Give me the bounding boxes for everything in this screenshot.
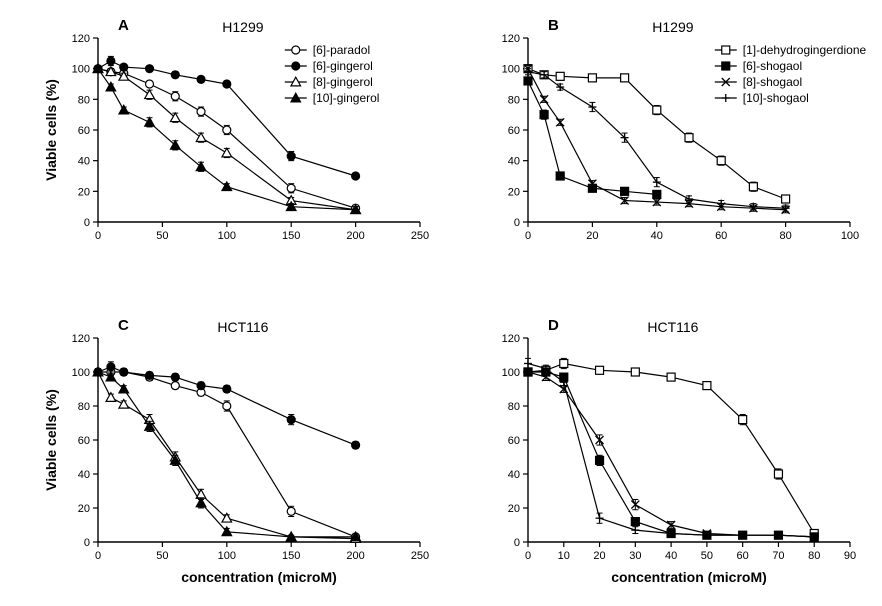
svg-text:0: 0 bbox=[95, 550, 101, 562]
x-axis-label: concentration (microM) bbox=[611, 569, 767, 585]
svg-text:30: 30 bbox=[629, 550, 641, 562]
svg-text:100: 100 bbox=[502, 64, 520, 76]
svg-text:70: 70 bbox=[772, 550, 784, 562]
panel-C-svg: 0 50 100 150 200 250 0 20 40 60 80 100 120 C HCT116 Via… bbox=[40, 310, 440, 590]
panel-title: HCT116 bbox=[647, 319, 698, 335]
svg-text:80: 80 bbox=[508, 94, 520, 106]
svg-text:60: 60 bbox=[715, 230, 727, 242]
svg-text:120: 120 bbox=[502, 333, 520, 345]
svg-text:120: 120 bbox=[502, 33, 520, 45]
panel-D: 0 10 20 30 40 50 60 70 80 90 0 20 40 60 80 100 120 bbox=[470, 310, 870, 590]
svg-text:20: 20 bbox=[508, 186, 520, 198]
svg-text:100: 100 bbox=[218, 230, 236, 242]
panel-title: H1299 bbox=[652, 19, 693, 35]
svg-text:150: 150 bbox=[282, 230, 300, 242]
svg-text:200: 200 bbox=[346, 550, 364, 562]
svg-text:[8]-shogaol: [8]-shogaol bbox=[743, 75, 802, 89]
x-axis-label: concentration (microM) bbox=[181, 569, 337, 585]
svg-text:0: 0 bbox=[84, 217, 90, 229]
panel-A: 0 50 100 150 200 250 0 20 40 60 80 100 120 A H1299 [6]-… bbox=[40, 10, 440, 270]
svg-text:0: 0 bbox=[525, 230, 531, 242]
svg-text:20: 20 bbox=[508, 503, 520, 515]
panel-B: 0 20 40 60 80 100 0 20 40 60 80 100 120 bbox=[470, 10, 870, 270]
panel-C: 0 50 100 150 200 250 0 20 40 60 80 100 120 C HCT116 Via… bbox=[40, 310, 440, 590]
panel-B-svg: 0 20 40 60 80 100 0 20 40 60 80 100 120 bbox=[470, 10, 870, 270]
figure-root: 050100150200250020406080100120AH1299[6]-… bbox=[0, 0, 882, 606]
svg-text:60: 60 bbox=[508, 125, 520, 137]
svg-text:40: 40 bbox=[651, 230, 663, 242]
svg-text:40: 40 bbox=[78, 469, 90, 481]
svg-text:40: 40 bbox=[78, 156, 90, 168]
svg-text:60: 60 bbox=[508, 435, 520, 447]
svg-text:80: 80 bbox=[779, 230, 791, 242]
svg-text:20: 20 bbox=[593, 550, 605, 562]
svg-text:100: 100 bbox=[218, 550, 236, 562]
svg-text:100: 100 bbox=[502, 367, 520, 379]
panel-letter: D bbox=[548, 317, 559, 334]
svg-text:80: 80 bbox=[78, 401, 90, 413]
svg-text:40: 40 bbox=[508, 469, 520, 481]
panel-letter: B bbox=[548, 17, 559, 34]
svg-text:60: 60 bbox=[78, 125, 90, 137]
svg-text:0: 0 bbox=[95, 230, 101, 242]
svg-text:50: 50 bbox=[156, 230, 168, 242]
svg-text:[1]-dehydrogingerdione: [1]-dehydrogingerdione bbox=[743, 43, 867, 57]
y-axis-label: Viable cells (%) bbox=[43, 389, 59, 491]
svg-text:[10]-gingerol: [10]-gingerol bbox=[313, 91, 380, 105]
panel-letter: A bbox=[118, 17, 129, 34]
svg-text:40: 40 bbox=[665, 550, 677, 562]
svg-text:120: 120 bbox=[72, 333, 90, 345]
svg-text:10: 10 bbox=[558, 550, 570, 562]
svg-text:[6]-paradol: [6]-paradol bbox=[313, 43, 370, 57]
panel-title: H1299 bbox=[222, 19, 263, 35]
svg-text:100: 100 bbox=[841, 230, 859, 242]
svg-text:50: 50 bbox=[701, 550, 713, 562]
svg-text:0: 0 bbox=[525, 550, 531, 562]
svg-text:[10]-shogaol: [10]-shogaol bbox=[743, 91, 809, 105]
svg-text:20: 20 bbox=[586, 230, 598, 242]
svg-text:250: 250 bbox=[411, 550, 429, 562]
svg-text:0: 0 bbox=[84, 537, 90, 549]
svg-text:90: 90 bbox=[844, 550, 856, 562]
svg-text:0: 0 bbox=[514, 217, 520, 229]
svg-text:80: 80 bbox=[808, 550, 820, 562]
svg-text:[6]-shogaol: [6]-shogaol bbox=[743, 59, 802, 73]
svg-text:40: 40 bbox=[508, 156, 520, 168]
panel-letter: C bbox=[118, 317, 129, 334]
svg-text:60: 60 bbox=[737, 550, 749, 562]
svg-text:100: 100 bbox=[72, 64, 90, 76]
svg-text:50: 50 bbox=[156, 550, 168, 562]
svg-text:60: 60 bbox=[78, 435, 90, 447]
svg-text:150: 150 bbox=[282, 550, 300, 562]
svg-text:20: 20 bbox=[78, 503, 90, 515]
svg-text:80: 80 bbox=[508, 401, 520, 413]
panel-title: HCT116 bbox=[217, 319, 268, 335]
svg-text:0: 0 bbox=[514, 537, 520, 549]
svg-text:20: 20 bbox=[78, 186, 90, 198]
panel-D-svg: 0 10 20 30 40 50 60 70 80 90 0 20 40 60 80 100 120 bbox=[470, 310, 870, 590]
svg-text:250: 250 bbox=[411, 230, 429, 242]
panel-A-svg: 0 50 100 150 200 250 0 20 40 60 80 100 120 A H1299 [6]-… bbox=[40, 10, 440, 270]
svg-text:100: 100 bbox=[72, 367, 90, 379]
svg-text:200: 200 bbox=[346, 230, 364, 242]
svg-text:[8]-gingerol: [8]-gingerol bbox=[313, 75, 373, 89]
y-axis-label: Viable cells (%) bbox=[43, 79, 59, 181]
svg-text:80: 80 bbox=[78, 94, 90, 106]
svg-text:[6]-gingerol: [6]-gingerol bbox=[313, 59, 373, 73]
svg-text:120: 120 bbox=[72, 33, 90, 45]
